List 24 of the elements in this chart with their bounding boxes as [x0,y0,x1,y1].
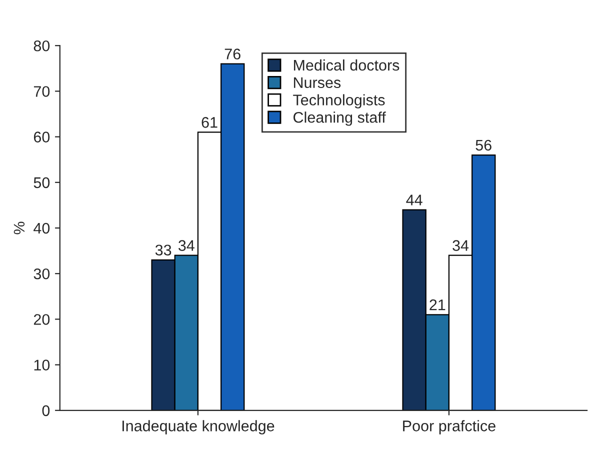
data-label: 33 [155,244,172,256]
x-tick-label: Inadequate knowledge [122,420,274,434]
x-tick-label: Poor prafctice [403,420,496,434]
y-tick-label: 0 [42,405,50,416]
y-tick-label: 70 [34,86,50,97]
data-label: 34 [178,240,194,251]
y-tick-label: 60 [34,132,50,142]
data-label: 34 [452,240,469,251]
legend-label: Medical doctors [294,59,400,71]
y-tick-label: 50 [34,177,50,188]
y-tick-label: 80 [34,40,50,52]
data-label: 56 [476,140,492,151]
data-label: 61 [202,117,218,128]
y-tick-label: 40 [34,222,50,234]
data-label: 76 [224,48,240,60]
data-label: 44 [406,194,422,206]
y-tick-label: 30 [34,268,50,280]
legend-label: Nurses [294,77,341,88]
legend-label: Technologists [293,94,385,108]
y-tick-label: 10 [34,360,50,370]
data-label: 21 [430,299,446,310]
y-axis-title: % [14,222,25,234]
legend-label: Cleaning staff [294,112,386,126]
y-tick-label: 20 [34,314,50,325]
